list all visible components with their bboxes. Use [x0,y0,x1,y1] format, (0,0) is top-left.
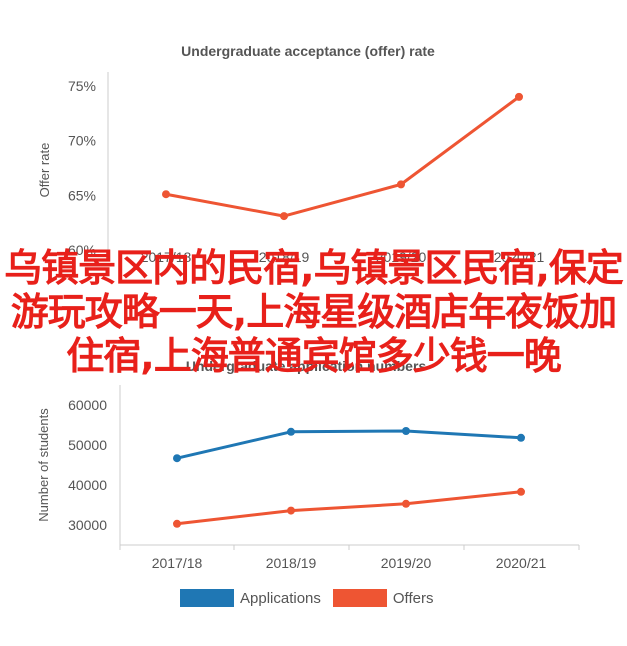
chart1-x-tick-label: 2019/20 [376,249,427,265]
chart1-title: Undergraduate acceptance (offer) rate [181,43,435,59]
overlay-watermark-text: 乌镇景区内的民宿,乌镇景区民宿,保定游玩攻略一天,上海星级酒店年夜饭加住宿,上海… [4,246,624,378]
chart2-series-line-applications [176,429,522,460]
chart2-data-point[interactable] [173,519,181,528]
chart2-data-point[interactable] [517,433,525,442]
chart1-y-tick-label: 65% [68,187,96,203]
chart2-x-tick-label: 2018/19 [266,555,317,571]
chart2-title: Undergraduate application numbers [186,358,427,374]
chart1-x-tick-label: 2018/19 [259,249,310,265]
chart1-data-point[interactable] [280,212,288,221]
chart1-data-point[interactable] [162,190,170,199]
chart2-data-point[interactable] [402,499,410,508]
chart1-data-point[interactable] [397,180,405,189]
chart1-x-tick-label: 2017/18 [141,249,192,265]
chart1-data-point[interactable] [515,92,523,101]
chart2-data-point[interactable] [402,427,410,435]
chart2-data-point[interactable] [287,427,295,436]
chart2-data-point[interactable] [287,506,295,515]
legend-swatch-applications [180,589,234,607]
chart2-series-line-offers [176,490,522,526]
chart1-y-tick-label: 75% [68,78,96,94]
chart2-data-point[interactable] [173,454,181,463]
chart2-y-tick-label: 40000 [68,477,107,493]
chart1-y-tick-label: 60% [68,242,96,258]
chart1-x-tick-label: 2020/21 [494,249,545,265]
chart2-x-tick-label: 2017/18 [152,555,203,571]
chart2-y-tick-label: 50000 [68,437,107,453]
chart2-y-axis-label: Number of students [36,408,51,522]
chart2-x-tick-label: 2020/21 [496,555,547,571]
chart-application-numbers: Undergraduate application numbers Number… [36,358,580,571]
chart2-x-tick-label: 2019/20 [381,555,432,571]
legend-label-applications: Applications [240,589,321,607]
chart2-y-tick-label: 60000 [68,397,107,413]
chart1-series-line-rate [165,95,520,218]
chart2-data-point[interactable] [517,487,525,496]
legend-item-applications[interactable]: Applications [180,589,321,607]
chart1-y-axis-label: Offer rate [37,143,52,198]
legend-label-offers: Offers [392,589,434,607]
legend-item-offers[interactable]: Offers [332,589,434,607]
chart1-y-tick-label: 70% [68,133,96,149]
chart2-y-tick-label: 30000 [68,517,107,533]
chart2-legend: Applications Offers [180,589,445,607]
legend-swatch-offers [332,589,387,607]
chart-acceptance-rate: Undergraduate acceptance (offer) rate Of… [37,43,545,265]
